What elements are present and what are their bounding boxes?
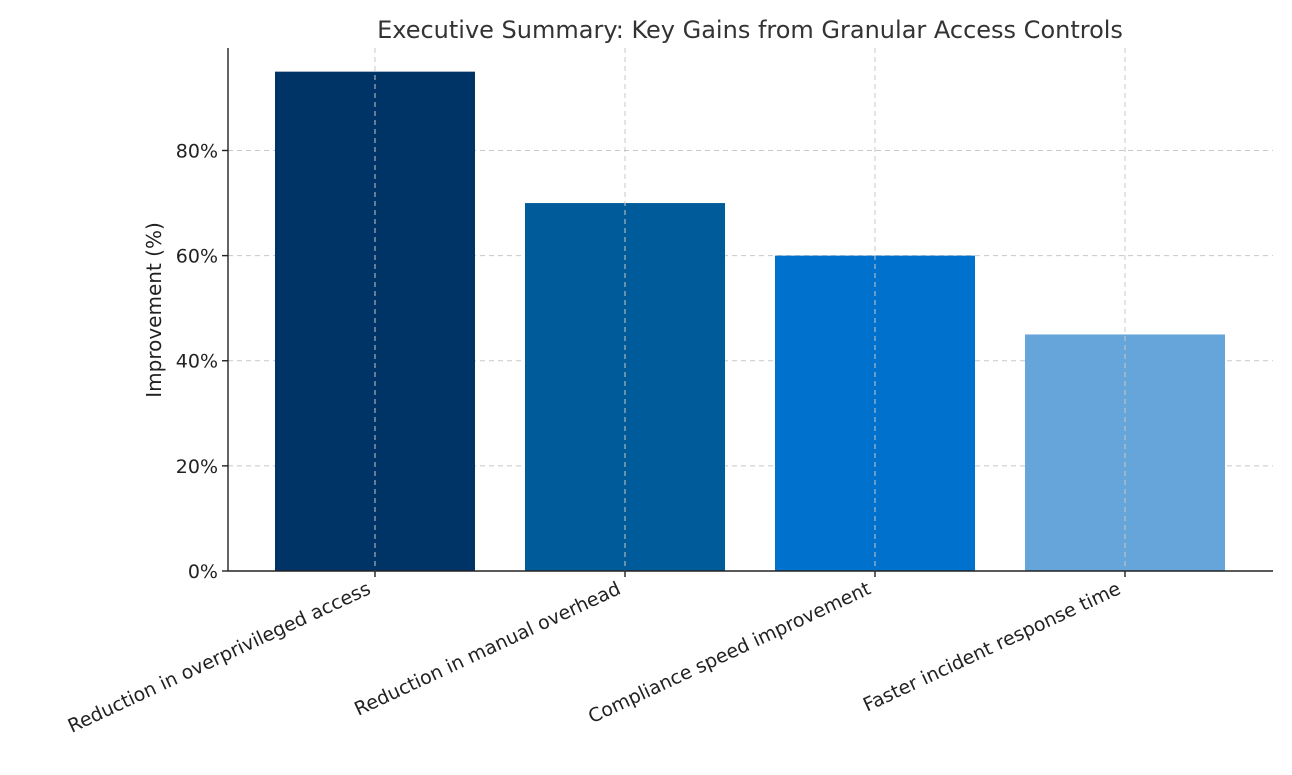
y-tick-label: 0% [188, 561, 218, 583]
x-ticks: Reduction in overprivileged accessReduct… [65, 571, 1126, 738]
chart-title: Executive Summary: Key Gains from Granul… [377, 16, 1123, 44]
vertical-gridlines [374, 48, 1126, 571]
x-tick-label: Reduction in overprivileged access [65, 578, 375, 738]
y-tick-label: 40% [176, 351, 218, 373]
x-tick-label: Faster incident response time [860, 578, 1124, 717]
x-tick-label: Compliance speed improvement [585, 578, 874, 728]
y-tick-label: 20% [176, 456, 218, 478]
y-tick-label: 80% [176, 140, 218, 162]
y-axis-label: Improvement (%) [142, 222, 166, 398]
bars [275, 71, 1225, 572]
axes [227, 48, 1273, 572]
x-tick-label: Reduction in manual overhead [351, 578, 624, 721]
y-tick-label: 60% [176, 246, 218, 268]
y-ticks: 0% 20% 40% 60% 80% [176, 140, 228, 583]
